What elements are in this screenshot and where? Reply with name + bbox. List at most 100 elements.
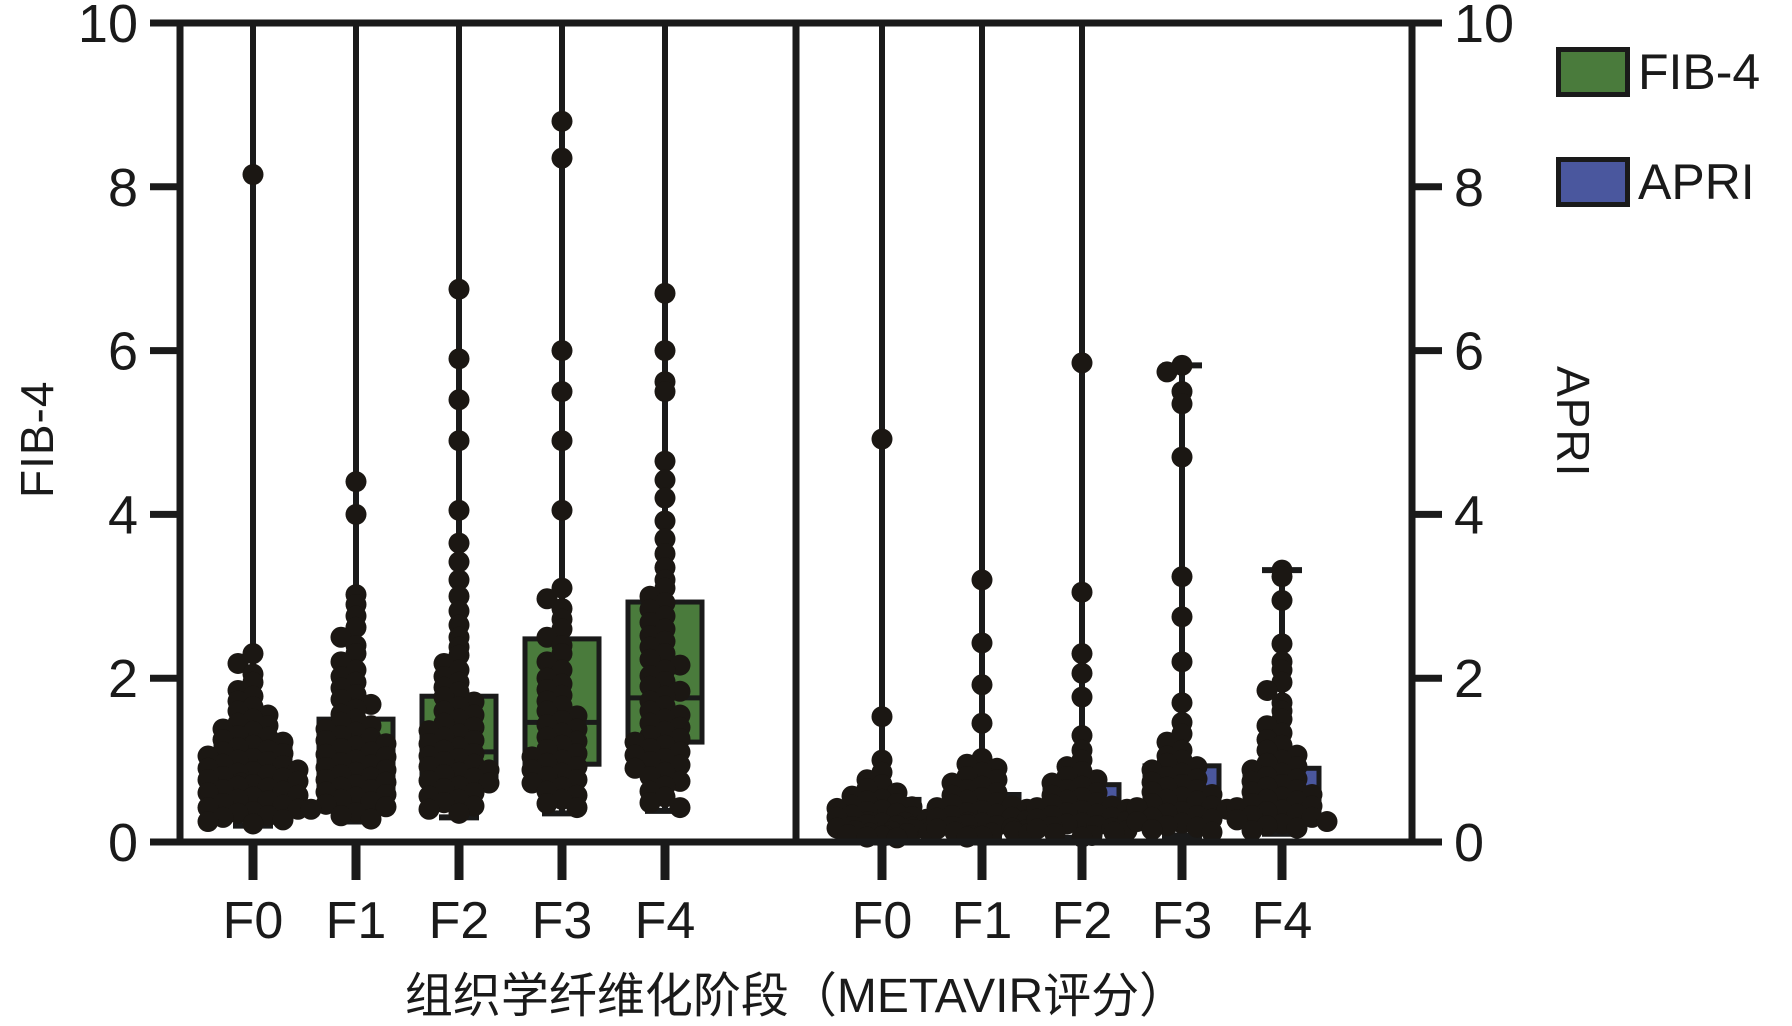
data-point [654, 528, 676, 550]
legend-item-fib4: FIB-4 [1556, 47, 1760, 97]
data-point [478, 772, 500, 794]
data-point [654, 450, 676, 472]
data-point [871, 428, 893, 450]
data-point [242, 643, 264, 665]
data-point [448, 532, 470, 554]
data-point [926, 818, 948, 840]
data-point [536, 793, 558, 815]
right-y-tick-label: 0 [1454, 813, 1484, 873]
x-category-label: F1 [326, 892, 387, 950]
data-point [448, 585, 470, 607]
left-y-tick-label: 0 [108, 813, 138, 873]
data-point [654, 340, 676, 362]
data-point [1141, 819, 1163, 841]
data-point [345, 503, 367, 525]
right-y-tick-label: 4 [1454, 485, 1484, 545]
legend-item-apri: APRI [1556, 154, 1760, 210]
data-point [1171, 393, 1193, 415]
x-category-label: F2 [429, 892, 490, 950]
left-y-tick-label: 10 [78, 0, 138, 54]
data-point [1071, 352, 1093, 374]
data-point [551, 499, 573, 521]
data-point [242, 164, 264, 186]
data-point [448, 389, 470, 411]
data-point [448, 348, 470, 370]
x-category-label: F0 [852, 892, 913, 950]
data-point [360, 808, 382, 830]
data-point [551, 577, 573, 599]
data-point [1171, 566, 1193, 588]
data-point [536, 588, 558, 610]
data-point [1201, 821, 1223, 843]
data-point [448, 278, 470, 300]
left-y-tick-label: 4 [108, 485, 138, 545]
data-point [1071, 643, 1093, 665]
data-point [448, 499, 470, 521]
data-point [345, 471, 367, 493]
data-point [300, 798, 322, 820]
x-axis-title: 组织学纤维化阶段（METAVIR评分） [404, 970, 1188, 1023]
data-point [345, 616, 367, 638]
data-point [654, 487, 676, 509]
data-point [1171, 606, 1193, 628]
data-point [1271, 589, 1293, 611]
data-point [971, 569, 993, 591]
data-point [1171, 446, 1193, 468]
data-point [1286, 817, 1308, 839]
data-point [639, 765, 661, 787]
legend: FIB-4 APRI [1556, 47, 1760, 270]
data-point [551, 340, 573, 362]
right-y-axis-title: APRI [1547, 366, 1599, 478]
data-point [971, 632, 993, 654]
data-point [654, 282, 676, 304]
data-point [1271, 566, 1293, 588]
x-category-label: F2 [1052, 892, 1113, 950]
left-y-tick-label: 2 [108, 649, 138, 709]
data-point [1071, 662, 1093, 684]
data-point [418, 798, 440, 820]
data-point [330, 688, 352, 710]
legend-label-apri: APRI [1638, 154, 1755, 210]
data-point [1316, 811, 1338, 833]
x-category-label: F4 [635, 892, 696, 950]
x-category-label: F3 [1152, 892, 1213, 950]
data-point [242, 813, 264, 835]
right-y-tick-label: 8 [1454, 158, 1484, 218]
data-point [654, 469, 676, 491]
left-y-tick-label: 8 [108, 158, 138, 218]
data-point [448, 430, 470, 452]
right-y-tick-label: 2 [1454, 649, 1484, 709]
data-point [197, 782, 219, 804]
right-y-tick-label: 10 [1454, 0, 1514, 54]
right-y-tick-label: 6 [1454, 322, 1484, 382]
left-y-axis-title: FIB-4 [11, 380, 63, 498]
data-point [639, 675, 661, 697]
data-point [448, 569, 470, 591]
data-point [971, 712, 993, 734]
data-point [1103, 821, 1125, 843]
data-point [1071, 686, 1093, 708]
data-point [272, 809, 294, 831]
data-point [1241, 820, 1263, 842]
data-point [551, 110, 573, 132]
legend-swatch-fib4-icon [1556, 47, 1630, 97]
data-point [1226, 809, 1248, 831]
data-point [871, 706, 893, 728]
x-category-label: F0 [223, 892, 284, 950]
data-point [566, 797, 588, 819]
data-point [639, 648, 661, 670]
data-point [448, 802, 470, 824]
data-point [551, 381, 573, 403]
data-point [1256, 679, 1278, 701]
legend-swatch-apri-icon [1556, 157, 1630, 207]
x-category-label: F1 [952, 892, 1013, 950]
data-point [669, 797, 691, 819]
data-point [197, 811, 219, 833]
data-point [1156, 361, 1178, 383]
data-point [971, 674, 993, 696]
data-point [654, 510, 676, 532]
data-point [330, 805, 352, 827]
data-point [375, 796, 397, 818]
